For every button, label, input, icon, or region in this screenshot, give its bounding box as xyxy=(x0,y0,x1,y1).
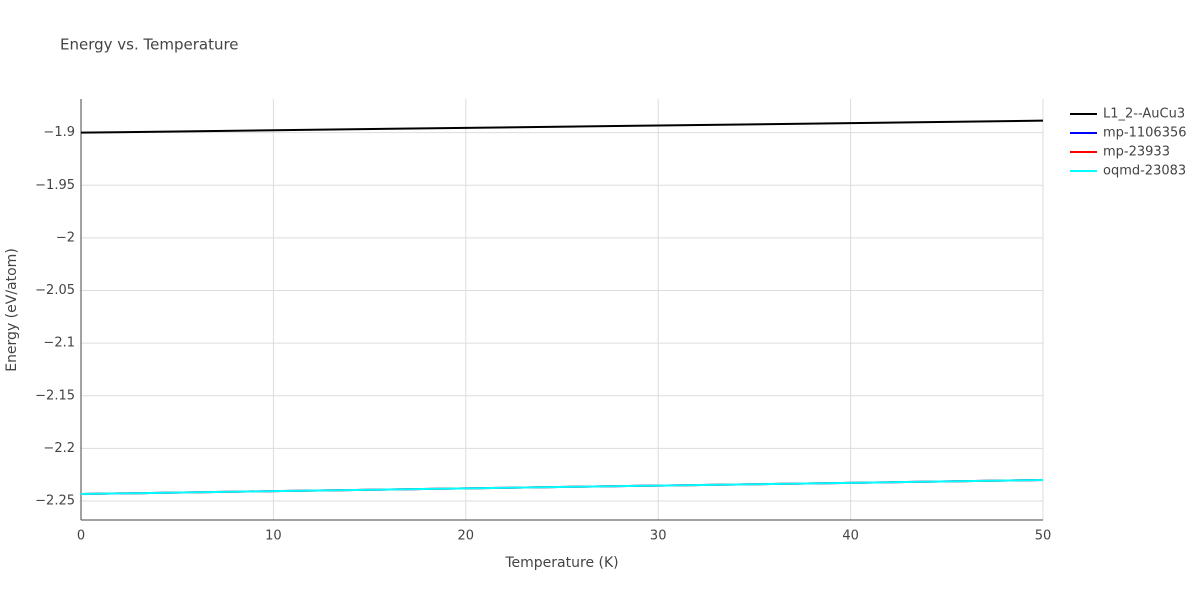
legend-label: mp-1106356 xyxy=(1103,126,1187,141)
series-line xyxy=(80,479,1044,496)
legend-label: oqmd-23083 xyxy=(1103,164,1186,179)
legend-label: mp-23933 xyxy=(1103,145,1170,160)
x-axis-title: Temperature (K) xyxy=(504,555,618,571)
y-tick-label: −2.1 xyxy=(43,336,75,351)
y-tick-label: −2.25 xyxy=(35,494,75,509)
x-tick-label: 40 xyxy=(842,529,859,544)
x-tick-label: 20 xyxy=(458,529,475,544)
x-tick-label: 0 xyxy=(77,529,85,544)
y-tick-label: −2.05 xyxy=(35,283,75,298)
y-tick-label: −2.2 xyxy=(43,441,75,456)
y-tick-label: −2 xyxy=(56,230,75,245)
x-tick-label: 30 xyxy=(650,529,667,544)
y-tick-label: −1.9 xyxy=(43,125,75,140)
chart-title: Energy vs. Temperature xyxy=(60,36,239,54)
y-tick-label: −2.15 xyxy=(35,388,75,403)
x-tick-label: 10 xyxy=(265,529,282,544)
y-axis-title: Energy (eV/atom) xyxy=(4,248,20,372)
legend-label: L1_2--AuCu3 xyxy=(1103,107,1185,122)
series-line xyxy=(80,119,1044,134)
y-tick-label: −1.95 xyxy=(35,178,75,193)
x-tick-label: 50 xyxy=(1035,529,1052,544)
